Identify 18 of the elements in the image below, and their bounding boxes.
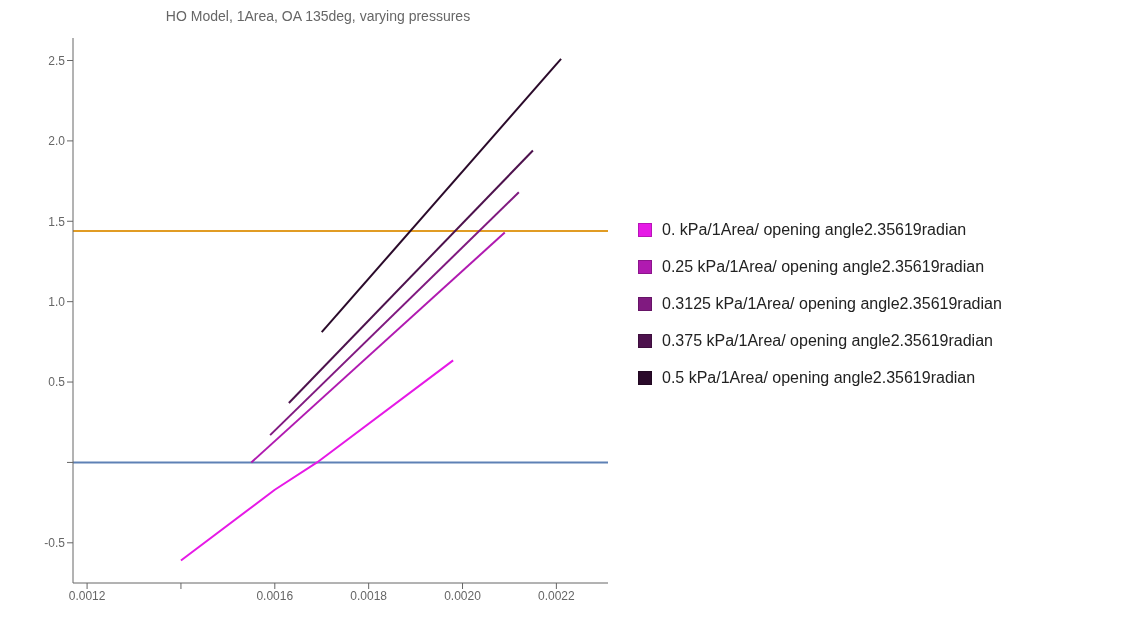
legend-label: 0.5 kPa/1Area/ opening angle2.35619radian bbox=[662, 368, 976, 387]
y-tick-label: -0.5 bbox=[44, 536, 66, 551]
legend-label: 0. kPa/1Area/ opening angle2.35619radian bbox=[662, 220, 967, 239]
y-tick-label: 2.5 bbox=[48, 53, 66, 68]
x-tick-label: 0.0022 bbox=[538, 588, 576, 603]
y-tick-label: 1.5 bbox=[48, 214, 66, 229]
x-tick-label: 0.0020 bbox=[444, 588, 482, 603]
legend-label: 0.3125 kPa/1Area/ opening angle2.35619radian bbox=[662, 294, 1002, 313]
y-tick-label: 1.0 bbox=[48, 294, 66, 309]
legend-label: 0.25 kPa/1Area/ opening angle2.35619radian bbox=[662, 257, 985, 276]
chart-title: HO Model, 1Area, OA 135deg, varying pressures bbox=[164, 8, 472, 26]
x-tick-label: 0.0012 bbox=[68, 588, 106, 603]
y-tick-label: 0.5 bbox=[48, 375, 66, 390]
legend-label: 0.375 kPa/1Area/ opening angle2.35619radian bbox=[662, 331, 993, 350]
x-tick-label: 0.0018 bbox=[350, 588, 388, 603]
line-series bbox=[179, 359, 455, 562]
y-tick-label: 2.0 bbox=[48, 134, 66, 149]
x-tick-label: 0.0016 bbox=[256, 588, 294, 603]
